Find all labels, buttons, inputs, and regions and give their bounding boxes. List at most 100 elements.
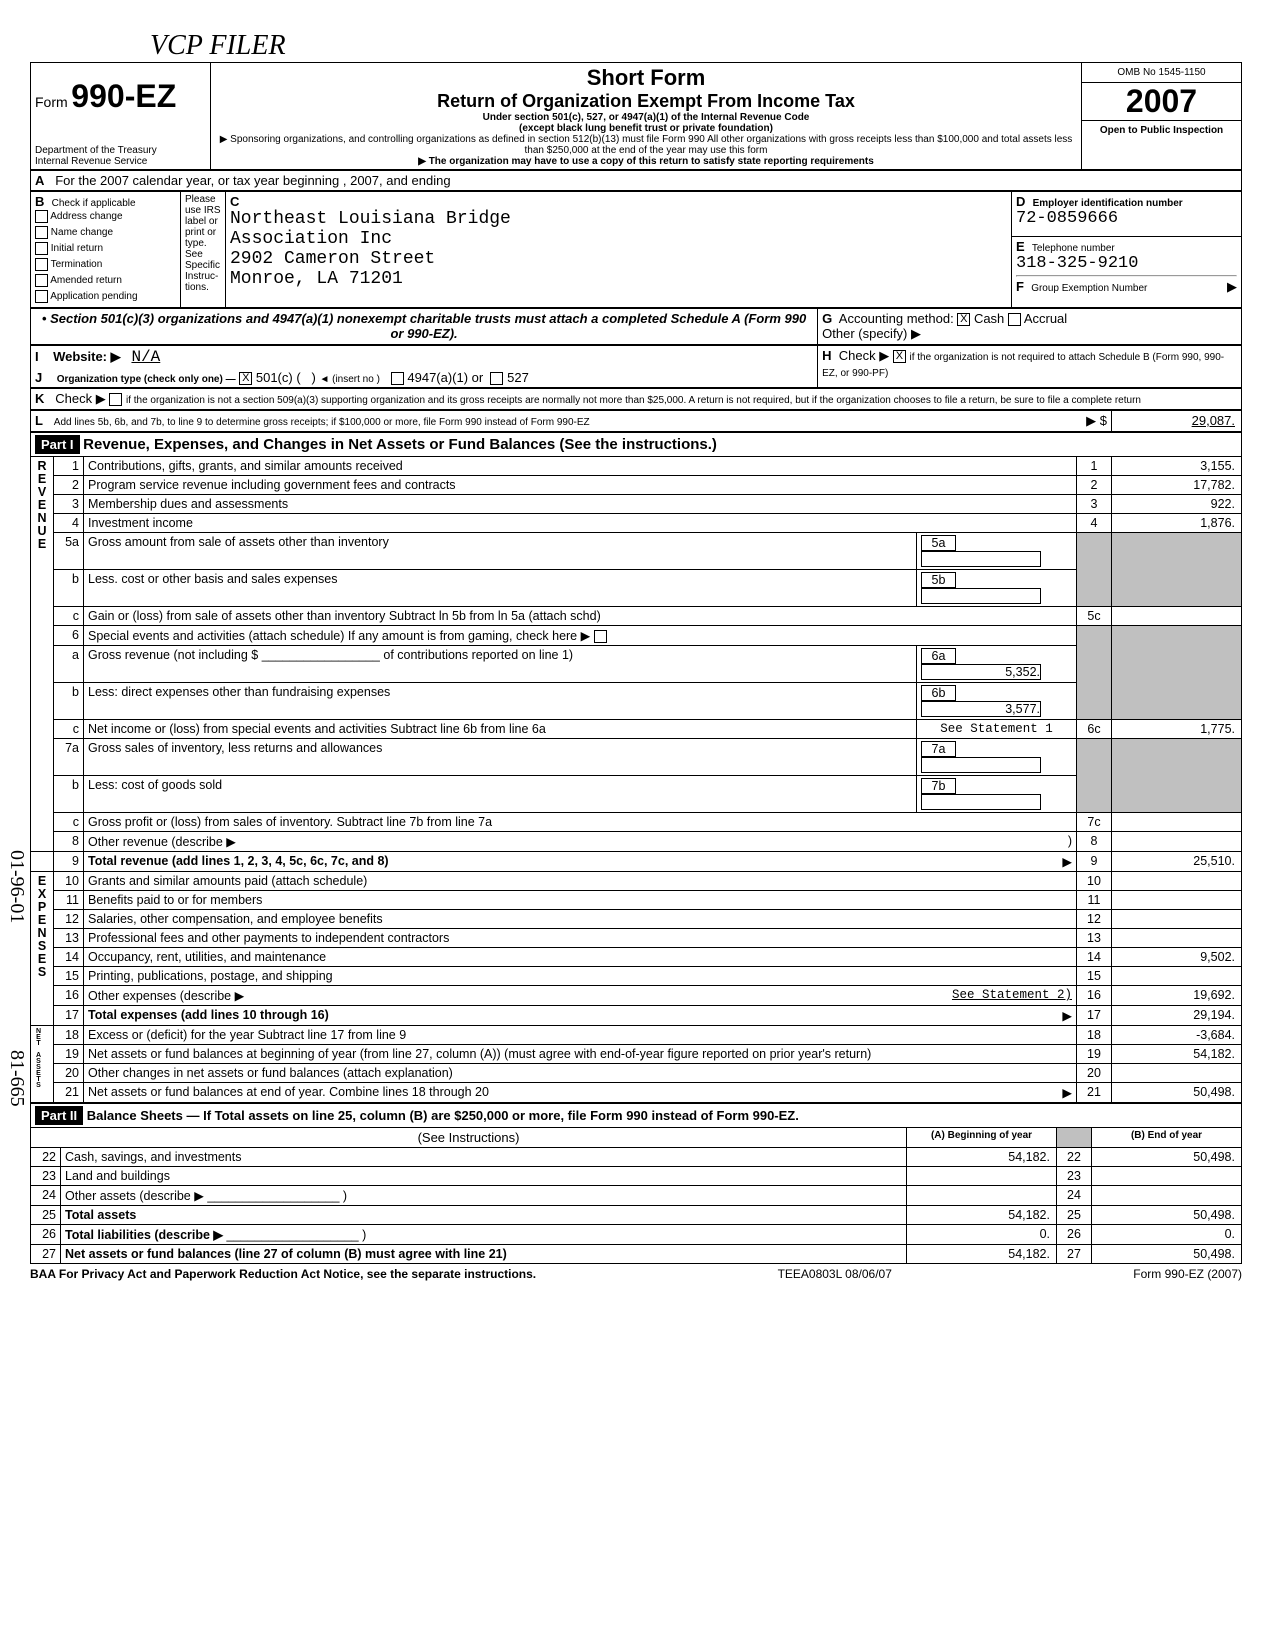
lbl-initial: Initial return [51,243,103,254]
line19-amt: 54,182. [1112,1045,1242,1064]
lbl-pending: Application pending [50,291,137,302]
line13-text: Professional fees and other payments to … [84,929,1077,948]
check-applicable: Check if applicable [52,198,136,209]
org-name-1: Northeast Louisiana Bridge [230,209,511,229]
lbl-name-change: Name change [51,227,113,238]
label-l: L [35,413,43,428]
website-label: Website: ▶ [53,349,121,364]
cb-initial[interactable] [35,242,48,255]
line8-text: Other revenue (describe ▶ [88,835,236,849]
line7b-text: Less: cost of goods sold [84,776,917,813]
line7c-text: Gross profit or (loss) from sales of inv… [84,813,1077,832]
lbl-cash: Cash [974,311,1004,326]
dept-treasury: Department of the Treasury [35,145,206,156]
cb-501c[interactable]: X [239,372,252,385]
cb-amended[interactable] [35,274,48,287]
line18-text: Excess or (deficit) for the year Subtrac… [84,1026,1077,1045]
footer-baa: BAA For Privacy Act and Paperwork Reduct… [30,1267,536,1281]
line6c-amt: 1,775. [1112,720,1242,739]
l-text: Add lines 5b, 6b, and 7b, to line 9 to d… [54,417,590,428]
tax-year: 2007 [1082,83,1241,121]
line12-text: Salaries, other compensation, and employ… [84,910,1077,929]
cb-527[interactable] [490,372,503,385]
cb-pending[interactable] [35,290,48,303]
group-exempt-label: Group Exemption Number [1031,283,1147,294]
insert-no: ◄ (insert no ) [319,374,379,385]
sponsor-note: ▶ Sponsoring organizations, and controll… [215,134,1077,156]
label-a: A [35,173,44,188]
line2-amt: 17,782. [1112,476,1242,495]
lbl-4947: 4947(a)(1) or [407,370,483,385]
line20-text: Other changes in net assets or fund bala… [84,1064,1077,1083]
section-501c3-note: • Section 501(c)(3) organizations and 49… [35,311,813,341]
l-arrow: ▶ $ [1072,411,1112,432]
line5b-text: Less. cost or other basis and sales expe… [84,570,917,607]
cb-cash[interactable]: X [957,313,970,326]
line19-text: Net assets or fund balances at beginning… [84,1045,1077,1064]
footer-form: Form 990-EZ (2007) [1133,1267,1242,1281]
bs26-b: 0. [1092,1225,1242,1245]
line4-text: Investment income [84,514,1077,533]
line1-amt: 3,155. [1112,457,1242,476]
line16-amt: 19,692. [1112,986,1242,1006]
line17-amt: 29,194. [1112,1006,1242,1026]
side-stamp-1: 01-96-01 [5,850,28,923]
form-prefix: Form [35,94,68,110]
cb-term[interactable] [35,258,48,271]
part1-header: Revenue, Expenses, and Changes in Net As… [83,436,717,453]
line14-amt: 9,502. [1112,948,1242,967]
cb-schedule-b[interactable]: X [893,350,906,363]
line10-text: Grants and similar amounts paid (attach … [84,872,1077,891]
bs26-text: Total liabilities (describe ▶ [65,1228,223,1242]
line21-amt: 50,498. [1112,1083,1242,1103]
k-text: if the organization is not a section 509… [126,395,1141,406]
bs26-a: 0. [907,1225,1057,1245]
line3-text: Membership dues and assessments [84,495,1077,514]
line5a-text: Gross amount from sale of assets other t… [84,533,917,570]
label-c: C [230,194,239,209]
h-check: Check ▶ [839,348,889,363]
vert-netassets: NET ASSETS [31,1026,54,1103]
line21-text: Net assets or fund balances at end of ye… [88,1085,489,1099]
website-value: N/A [131,348,160,366]
label-h: H [822,348,831,363]
lbl-termination: Termination [51,259,103,270]
omb-number: OMB No 1545-1150 [1082,63,1241,83]
bs27-b: 50,498. [1092,1245,1242,1264]
org-type-label: Organization type (check only one) — [57,374,236,385]
bs-instr: (See Instructions) [31,1128,907,1148]
bs22-a: 54,182. [907,1148,1057,1167]
cb-address[interactable] [35,210,48,223]
bs-col-b: (B) End of year [1092,1128,1242,1148]
bs23-text: Land and buildings [61,1167,907,1186]
label-i: I [35,349,39,364]
cb-gaming[interactable] [594,630,607,643]
line16-see: See Statement 2) [952,988,1072,1002]
label-k: K [35,391,44,406]
cb-accrual[interactable] [1008,313,1021,326]
line17-arrow: ▶ [1062,1008,1072,1023]
bs27-text: Net assets or fund balances (line 27 of … [65,1247,507,1261]
arrow-f: ▶ [1227,279,1237,295]
line6-arrow: ▶ [581,629,591,643]
footer-code: TEEA0803L 08/06/07 [778,1267,892,1281]
lbl-address-change: Address change [50,211,122,222]
label-g: G [822,311,832,326]
acct-method-label: Accounting method: [839,311,954,326]
vert-expenses: EXPENSES [31,872,54,1026]
line6c-text: Net income or (loss) from special events… [84,720,917,739]
line6a-amt: 5,352. [921,664,1041,680]
cb-k[interactable] [109,393,122,406]
side-stamp-2: 81-665 [5,1050,28,1107]
line14-text: Occupancy, rent, utilities, and maintena… [84,948,1077,967]
org-addr-1: 2902 Cameron Street [230,249,435,269]
bs-col-a: (A) Beginning of year [907,1128,1057,1148]
cb-4947[interactable] [391,372,404,385]
line6a-text: Gross revenue (not including $ _________… [84,646,917,683]
cb-name[interactable] [35,226,48,239]
line6b-amt: 3,577. [921,701,1041,717]
line3-amt: 922. [1112,495,1242,514]
please-use-label: Please use IRS label or print or type. S… [181,192,226,308]
vert-revenue: REVENUE [31,457,54,852]
line6c-see: See Statement 1 [917,720,1077,739]
